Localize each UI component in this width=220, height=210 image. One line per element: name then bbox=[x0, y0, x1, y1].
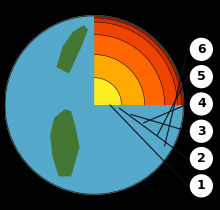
Polygon shape bbox=[93, 55, 94, 78]
Polygon shape bbox=[7, 18, 181, 105]
Polygon shape bbox=[5, 16, 183, 105]
Polygon shape bbox=[44, 55, 145, 105]
Polygon shape bbox=[24, 35, 165, 105]
Polygon shape bbox=[50, 109, 80, 176]
Polygon shape bbox=[93, 18, 94, 22]
Circle shape bbox=[191, 93, 212, 115]
Polygon shape bbox=[101, 50, 128, 88]
Polygon shape bbox=[57, 25, 88, 74]
Text: 5: 5 bbox=[197, 70, 206, 83]
Polygon shape bbox=[5, 105, 183, 194]
Text: 2: 2 bbox=[197, 152, 206, 165]
Polygon shape bbox=[93, 78, 94, 105]
Circle shape bbox=[191, 120, 212, 142]
Text: 6: 6 bbox=[197, 43, 206, 56]
Polygon shape bbox=[50, 109, 80, 176]
Circle shape bbox=[191, 38, 212, 60]
Polygon shape bbox=[93, 35, 94, 55]
Text: 3: 3 bbox=[197, 125, 206, 138]
Polygon shape bbox=[5, 16, 94, 105]
Polygon shape bbox=[67, 78, 121, 105]
Circle shape bbox=[191, 175, 212, 197]
Circle shape bbox=[191, 66, 212, 88]
Circle shape bbox=[5, 16, 183, 194]
Text: 1: 1 bbox=[197, 179, 206, 192]
Polygon shape bbox=[93, 16, 94, 18]
Polygon shape bbox=[11, 22, 177, 105]
Polygon shape bbox=[93, 22, 94, 35]
Text: 4: 4 bbox=[197, 97, 206, 110]
Circle shape bbox=[191, 148, 212, 169]
